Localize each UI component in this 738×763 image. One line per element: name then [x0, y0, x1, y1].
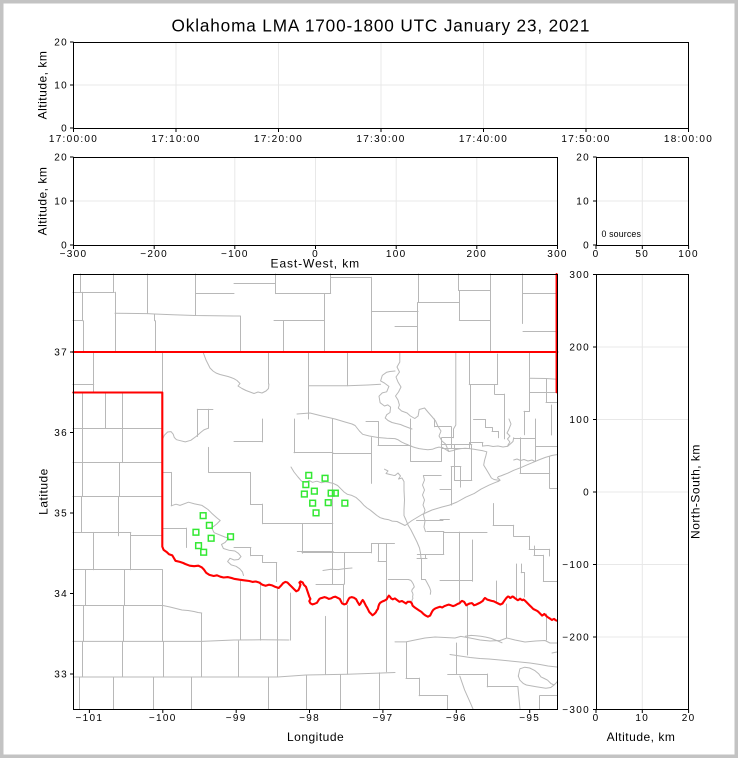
svg-text:Altitude, km: Altitude, km	[36, 51, 50, 120]
svg-text:17:20:00: 17:20:00	[254, 134, 303, 145]
svg-text:50: 50	[635, 249, 649, 260]
svg-text:10: 10	[635, 713, 649, 724]
svg-text:0: 0	[583, 488, 590, 499]
svg-text:0: 0	[593, 713, 600, 724]
svg-text:17:00:00: 17:00:00	[49, 134, 98, 145]
svg-text:0: 0	[61, 124, 68, 135]
svg-text:300: 300	[547, 249, 568, 260]
svg-text:0: 0	[593, 249, 600, 260]
svg-text:−100: −100	[149, 713, 177, 724]
svg-text:100: 100	[678, 249, 699, 260]
svg-text:37: 37	[54, 348, 68, 359]
svg-text:Oklahoma LMA 1700-1800 UTC Jan: Oklahoma LMA 1700-1800 UTC January 23, 2…	[172, 15, 591, 35]
svg-text:17:40:00: 17:40:00	[459, 134, 508, 145]
svg-text:20: 20	[54, 153, 68, 164]
svg-text:200: 200	[569, 343, 590, 354]
svg-text:Longitude: Longitude	[287, 730, 344, 744]
svg-text:17:30:00: 17:30:00	[356, 134, 405, 145]
svg-text:0: 0	[312, 249, 319, 260]
svg-text:0: 0	[61, 241, 68, 252]
svg-text:36: 36	[54, 428, 68, 439]
svg-text:−101: −101	[76, 713, 104, 724]
svg-text:200: 200	[467, 249, 488, 260]
svg-text:20: 20	[576, 153, 590, 164]
svg-text:East-West, km: East-West, km	[271, 257, 361, 271]
svg-text:20: 20	[682, 713, 696, 724]
svg-text:100: 100	[569, 415, 590, 426]
svg-text:34: 34	[54, 589, 68, 600]
svg-text:17:50:00: 17:50:00	[561, 134, 610, 145]
svg-text:−100: −100	[562, 560, 590, 571]
svg-text:North-South, km: North-South, km	[689, 444, 703, 539]
svg-text:−99: −99	[226, 713, 247, 724]
svg-text:33: 33	[54, 670, 68, 681]
svg-text:35: 35	[54, 509, 68, 520]
svg-text:Altitude, km: Altitude, km	[36, 167, 50, 236]
svg-text:−95: −95	[519, 713, 540, 724]
svg-text:−100: −100	[221, 249, 249, 260]
svg-text:17:10:00: 17:10:00	[151, 134, 200, 145]
svg-text:20: 20	[54, 38, 68, 49]
svg-text:−98: −98	[299, 713, 320, 724]
svg-text:−97: −97	[372, 713, 393, 724]
svg-text:Altitude, km: Altitude, km	[607, 730, 676, 744]
svg-text:Latitude: Latitude	[37, 468, 51, 515]
svg-text:−300: −300	[60, 249, 88, 260]
svg-text:100: 100	[386, 249, 407, 260]
svg-text:−96: −96	[446, 713, 467, 724]
svg-text:−200: −200	[562, 633, 590, 644]
svg-text:10: 10	[54, 81, 68, 92]
svg-text:−300: −300	[562, 705, 590, 716]
svg-text:0 sources: 0 sources	[602, 229, 642, 239]
svg-text:−200: −200	[140, 249, 168, 260]
svg-text:10: 10	[576, 197, 590, 208]
svg-text:10: 10	[54, 197, 68, 208]
svg-text:18:00:00: 18:00:00	[664, 134, 713, 145]
svg-text:0: 0	[583, 241, 590, 252]
svg-text:300: 300	[569, 270, 590, 281]
